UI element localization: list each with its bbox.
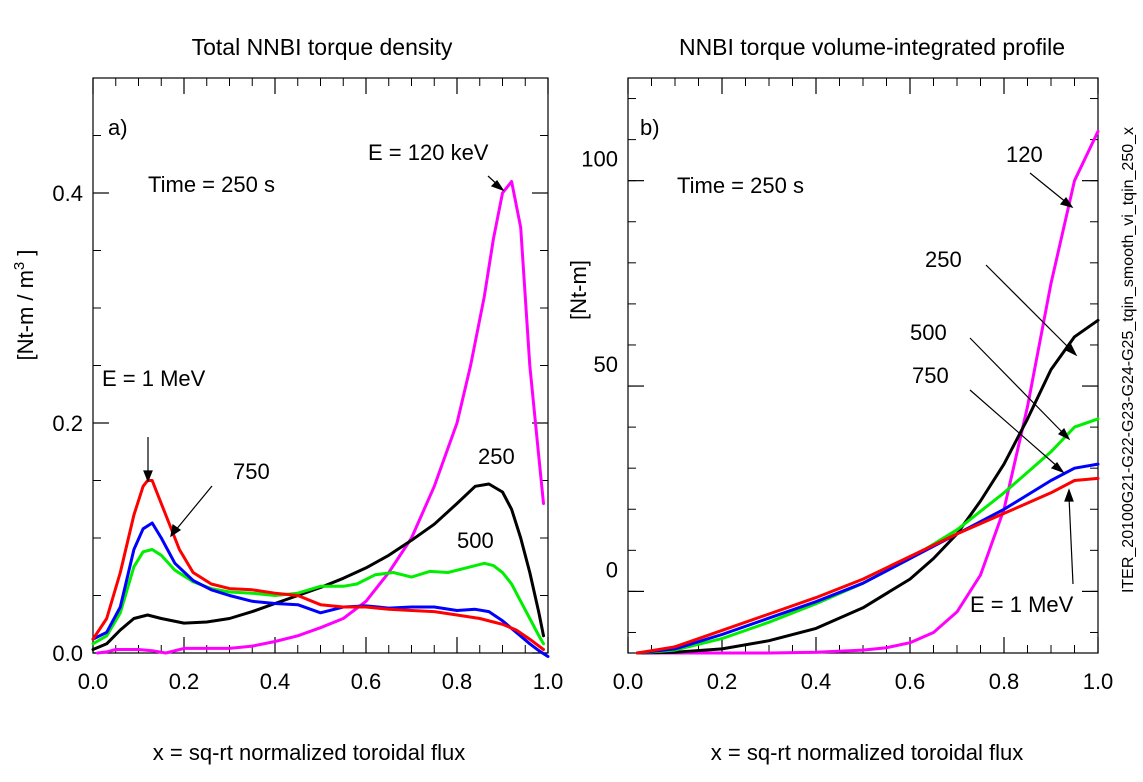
x-tick-label: 0.8	[442, 669, 473, 694]
arrow-750	[174, 485, 213, 532]
arrow-e1mev	[1068, 496, 1074, 585]
arrow-500	[969, 337, 1065, 435]
series-line-e500	[635, 417, 1100, 655]
arrow-e1mev-head	[1064, 488, 1074, 502]
x-tick-label: 0.6	[351, 669, 382, 694]
x-tick-label: 0.0	[78, 669, 109, 694]
x-tick-label: 0.4	[260, 669, 291, 694]
y-tick-label: 0	[606, 557, 618, 582]
x-tick-label: 0.2	[169, 669, 200, 694]
x-tick-label: 0.0	[613, 669, 644, 694]
arrow-e1mev-head	[143, 470, 153, 483]
x-tick-label: 0.2	[707, 669, 738, 694]
annotation-120: 120	[1006, 142, 1043, 167]
annotation-500: 500	[457, 528, 494, 553]
series-line-e120	[635, 129, 1100, 655]
panel-b-series	[635, 129, 1100, 655]
panel-b-title: NNBI torque volume-integrated profile	[679, 34, 1065, 60]
annotation-500: 500	[910, 320, 947, 345]
panel-a-ticks	[92, 77, 549, 654]
panel-b-time-annotation: Time = 250 s	[677, 173, 804, 198]
panel-a-title: Total NNBI torque density	[192, 34, 453, 60]
series-line-e250	[91, 482, 545, 651]
x-tick-label: 1.0	[533, 669, 564, 694]
annotation-250: 250	[925, 247, 962, 272]
series-line-e750	[635, 462, 1100, 655]
x-tick-label: 0.4	[801, 669, 832, 694]
panel-b-ticks	[627, 78, 1099, 653]
annotation-250: 250	[478, 444, 515, 469]
arrow-120-head	[1059, 196, 1074, 209]
arrow-750	[969, 389, 1059, 468]
arrow-120	[1029, 172, 1068, 204]
panel-b-arrows	[969, 172, 1078, 585]
series-line-e120	[96, 180, 545, 655]
panel-a-tick-labels: 0.0 0.2 0.4 0.6 0.8 1.0 0.0 0.2 0.4	[52, 181, 563, 694]
arrow-750-head	[1050, 462, 1065, 474]
annotation-e1mev: E = 1 MeV	[970, 592, 1074, 617]
y-tick-label: 0.2	[52, 411, 83, 436]
annotation-e120kev: E = 120 keV	[368, 140, 489, 165]
series-line-e1000	[91, 479, 545, 651]
x-tick-label: 1.0	[1083, 669, 1114, 694]
y-tick-label: 0.0	[52, 641, 83, 666]
annotation-750: 750	[912, 363, 949, 388]
annotation-e1mev: E = 1 MeV	[102, 366, 206, 391]
series-line-e1000	[635, 476, 1100, 655]
panel-a-series	[91, 180, 550, 658]
arrow-250	[985, 264, 1072, 351]
panel-b-label: b)	[640, 115, 660, 140]
side-file-label: ITER_20100G21-G22-G23-G24-G25_tqin_smoot…	[1120, 127, 1137, 593]
panel-b-ylabel: [Nt-m]	[566, 260, 591, 320]
panel-b-tick-labels: 0.0 0.2 0.4 0.6 0.8 1.0 0 50 100	[581, 147, 1113, 694]
y-tick-label: 50	[594, 352, 618, 377]
x-tick-label: 0.6	[895, 669, 926, 694]
arrow-500-head	[1057, 427, 1071, 441]
series-line-e750	[91, 521, 550, 658]
arrow-250-head	[1064, 343, 1078, 357]
x-tick-label: 0.8	[989, 669, 1020, 694]
panel-a-arrows	[143, 175, 505, 538]
panel-b: NNBI torque volume-integrated profile 0.…	[566, 34, 1113, 765]
panel-a-time-annotation: Time = 250 s	[148, 172, 275, 197]
series-line-e500	[91, 548, 545, 646]
y-tick-label: 0.4	[52, 181, 83, 206]
arrow-e120-head	[490, 180, 505, 192]
y-tick-label: 100	[581, 147, 618, 172]
series-line-e250	[635, 318, 1100, 655]
panel-a: Total NNBI torque density 0.0 0.2 0.4 0.6 0.…	[11, 34, 563, 765]
arrow-750-head	[170, 523, 182, 538]
panel-a-xlabel: x = sq-rt normalized toroidal flux	[153, 740, 465, 765]
panel-a-label: a)	[108, 115, 128, 140]
annotation-750: 750	[233, 459, 270, 484]
panel-a-ylabel: [Nt-m / m3 ]	[11, 249, 38, 360]
panel-b-xlabel: x = sq-rt normalized toroidal flux	[711, 740, 1023, 765]
